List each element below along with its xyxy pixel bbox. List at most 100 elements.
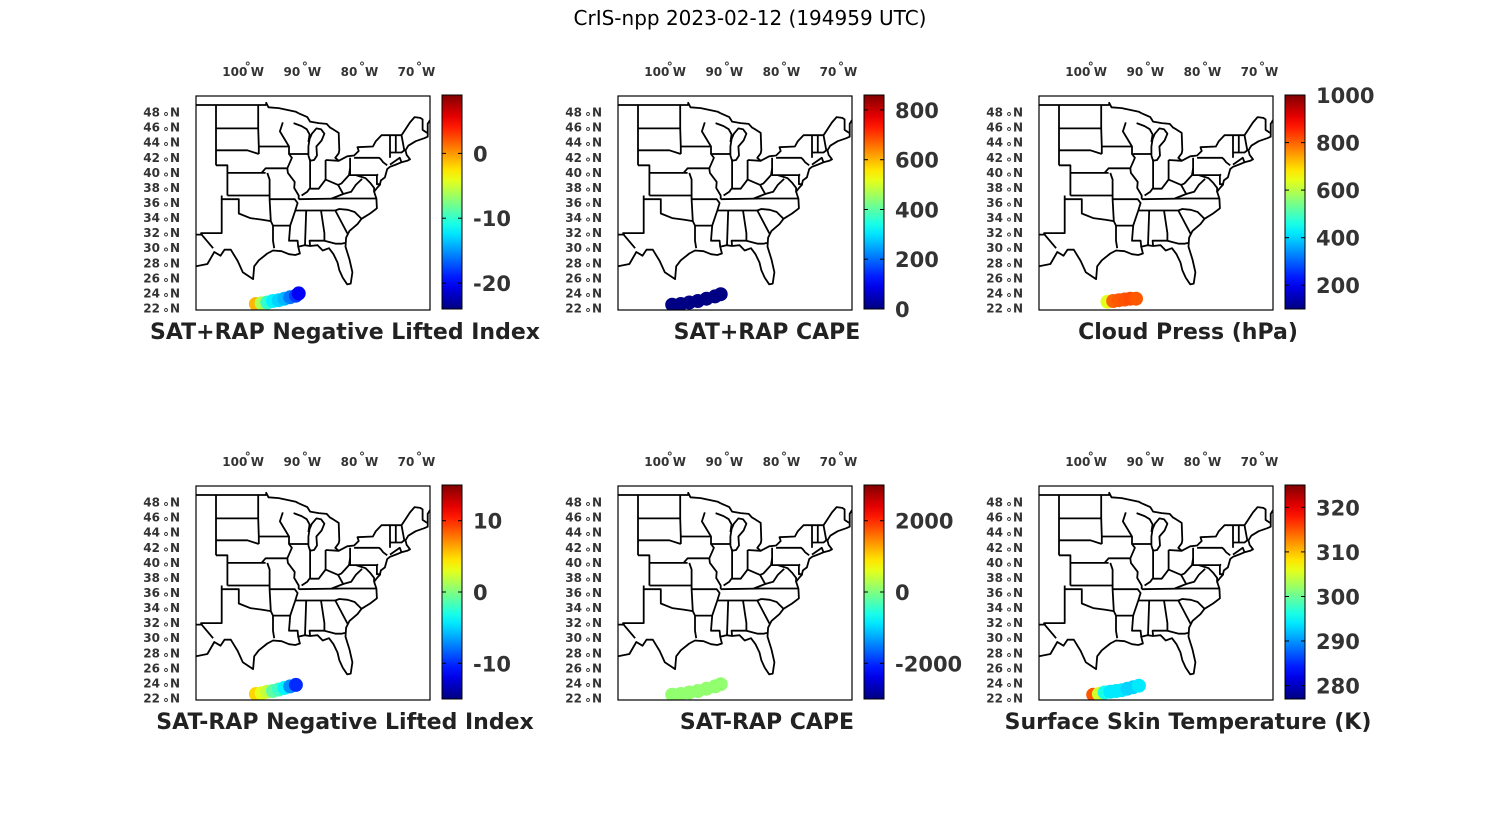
lat-tick-suffix: N [1013,526,1023,540]
lat-tick-suffix: N [592,211,602,225]
state-boundary [1138,598,1206,610]
state-boundary [342,178,363,195]
lat-tick-label: 38 [565,181,582,195]
lon-tick-suffix: W [365,455,378,469]
degree-mark: ° [1006,531,1012,545]
lat-tick-label: 28 [565,646,582,660]
lat-tick-suffix: N [1013,661,1023,675]
state-boundary [1141,587,1220,591]
state-boundary [1147,210,1151,246]
state-boundary [295,598,363,610]
lat-tick-label: 28 [143,646,160,660]
lat-tick-label: 42 [565,541,582,555]
state-boundary [1232,546,1246,556]
degree-mark: ° [163,621,169,635]
lon-tick-suffix: W [1208,455,1221,469]
state-boundary [1177,210,1192,234]
lat-tick-suffix: N [592,541,602,555]
lat-tick-label: 48 [143,496,160,510]
lon-tick-label: 90 [284,65,301,79]
state-boundary [1168,549,1182,552]
lon-tick-suffix: W [1151,455,1164,469]
lat-tick-suffix: N [1013,211,1023,225]
state-boundary [688,562,693,586]
lat-tick-label: 36 [565,196,582,210]
lat-tick-suffix: N [592,302,602,316]
state-boundary [756,600,771,624]
lon-tick-label: 80 [763,455,780,469]
state-boundary [726,600,730,636]
lat-tick-label: 32 [143,616,160,630]
lat-tick-label: 40 [986,166,1003,180]
degree-mark: ° [1088,450,1094,464]
degree-mark: ° [163,591,169,605]
state-boundary [1197,156,1231,167]
state-boundary [638,539,682,545]
lat-tick-label: 22 [986,692,1003,706]
state-boundary [1243,135,1249,152]
state-boundary [812,539,827,544]
state-boundary [1043,232,1057,249]
lat-tick-suffix: N [170,511,180,525]
lat-tick-label: 44 [986,136,1003,150]
lat-tick-label: 32 [986,616,1003,630]
lat-tick-label: 24 [986,676,1003,690]
lat-tick-suffix: N [592,692,602,706]
lat-tick-label: 38 [565,571,582,585]
lat-tick-suffix: N [592,676,602,690]
state-boundary [376,175,381,186]
state-boundary [257,495,260,544]
map-sat-rap-minus-nli: 100° W 90 ° W 80 ° W 70 ° W48 ° N46 ° N44 ° N42 ° … [143,450,511,711]
colorbar-tick-label: 300 [1316,586,1360,610]
lat-tick-label: 36 [143,196,160,210]
lat-tick-suffix: N [170,586,180,600]
degree-mark: ° [163,126,169,140]
state-boundary [355,174,375,192]
lon-tick-label: 100 [644,455,669,469]
lon-tick-suffix: W [422,65,435,79]
lat-tick-suffix: N [170,196,180,210]
lat-tick-label: 22 [986,302,1003,316]
state-boundary [798,565,803,576]
degree-mark: ° [163,636,169,650]
degree-mark: ° [163,531,169,545]
colorbar-tick-label: 320 [1316,496,1360,520]
degree-mark: ° [1006,141,1012,155]
degree-mark: ° [163,516,169,530]
degree-mark: ° [585,216,591,230]
state-boundary [1174,574,1188,590]
lon-tick-label: 90 [706,65,723,79]
state-boundary [1136,512,1154,533]
degree-mark: ° [163,276,169,290]
map-geometry [1039,101,1273,309]
panel-title: Cloud Press (hPa) [1078,320,1298,345]
coastline [196,119,430,286]
state-boundary [1112,588,1143,637]
map-geometry [618,101,852,310]
degree-mark: ° [1006,666,1012,680]
degree-mark: ° [724,60,730,74]
lat-tick-suffix: N [170,256,180,270]
state-boundary [638,149,682,155]
degree-mark: ° [1006,276,1012,290]
lat-tick-label: 34 [565,211,582,225]
lon-tick-suffix: W [308,65,321,79]
state-boundary [1138,208,1206,220]
lat-tick-suffix: N [592,511,602,525]
lat-tick-suffix: N [170,106,180,120]
state-boundary [822,135,828,152]
state-boundary [618,199,645,236]
data-point [1131,678,1146,693]
degree-mark: ° [163,216,169,230]
lat-tick-label: 28 [986,646,1003,660]
state-boundary [811,546,825,556]
state-boundary [1039,491,1143,505]
lat-tick-suffix: N [1013,511,1023,525]
lat-tick-suffix: N [170,541,180,555]
lat-tick-label: 22 [143,302,160,316]
state-boundary [349,168,379,176]
lat-tick-suffix: N [170,661,180,675]
lat-tick-suffix: N [170,676,180,690]
lat-tick-label: 32 [986,226,1003,240]
lat-tick-label: 26 [986,271,1003,285]
